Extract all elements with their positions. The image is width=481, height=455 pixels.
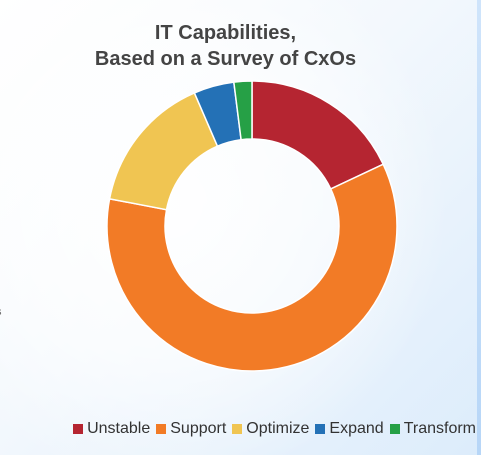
legend-swatch	[389, 424, 400, 434]
legend-label: Transform	[403, 420, 476, 437]
legend-label: Expand	[329, 420, 384, 437]
chart-title-line-2: Based on a Survey of CxOs	[94, 48, 357, 70]
donut-slices	[106, 80, 398, 372]
legend-label: Support	[170, 420, 227, 437]
legend-label: Optimize	[246, 420, 310, 437]
chart-title: IT Capabilities, Based on a Survey of Cx…	[0, 20, 451, 72]
legend-item-unstable[interactable]: Unstable	[73, 420, 150, 438]
slice-transform[interactable]	[232, 80, 253, 141]
legend-swatch	[73, 424, 84, 434]
legend-label: Unstable	[87, 420, 151, 437]
cropped-text-fragment: s	[0, 306, 2, 318]
legend-item-support[interactable]: Support	[156, 420, 226, 438]
legend-swatch	[232, 424, 243, 434]
chart-legend: Unstable Support Optimize Expand Transform	[0, 420, 476, 438]
legend-item-expand[interactable]: Expand	[315, 420, 384, 438]
chart-title-line-1: IT Capabilities,	[154, 22, 297, 44]
legend-item-optimize[interactable]: Optimize	[232, 420, 309, 438]
panel-edge	[477, 0, 481, 455]
slice-support[interactable]	[106, 163, 398, 372]
legend-swatch	[156, 424, 167, 434]
legend-item-transform[interactable]: Transform	[389, 420, 476, 438]
legend-swatch	[315, 424, 326, 434]
